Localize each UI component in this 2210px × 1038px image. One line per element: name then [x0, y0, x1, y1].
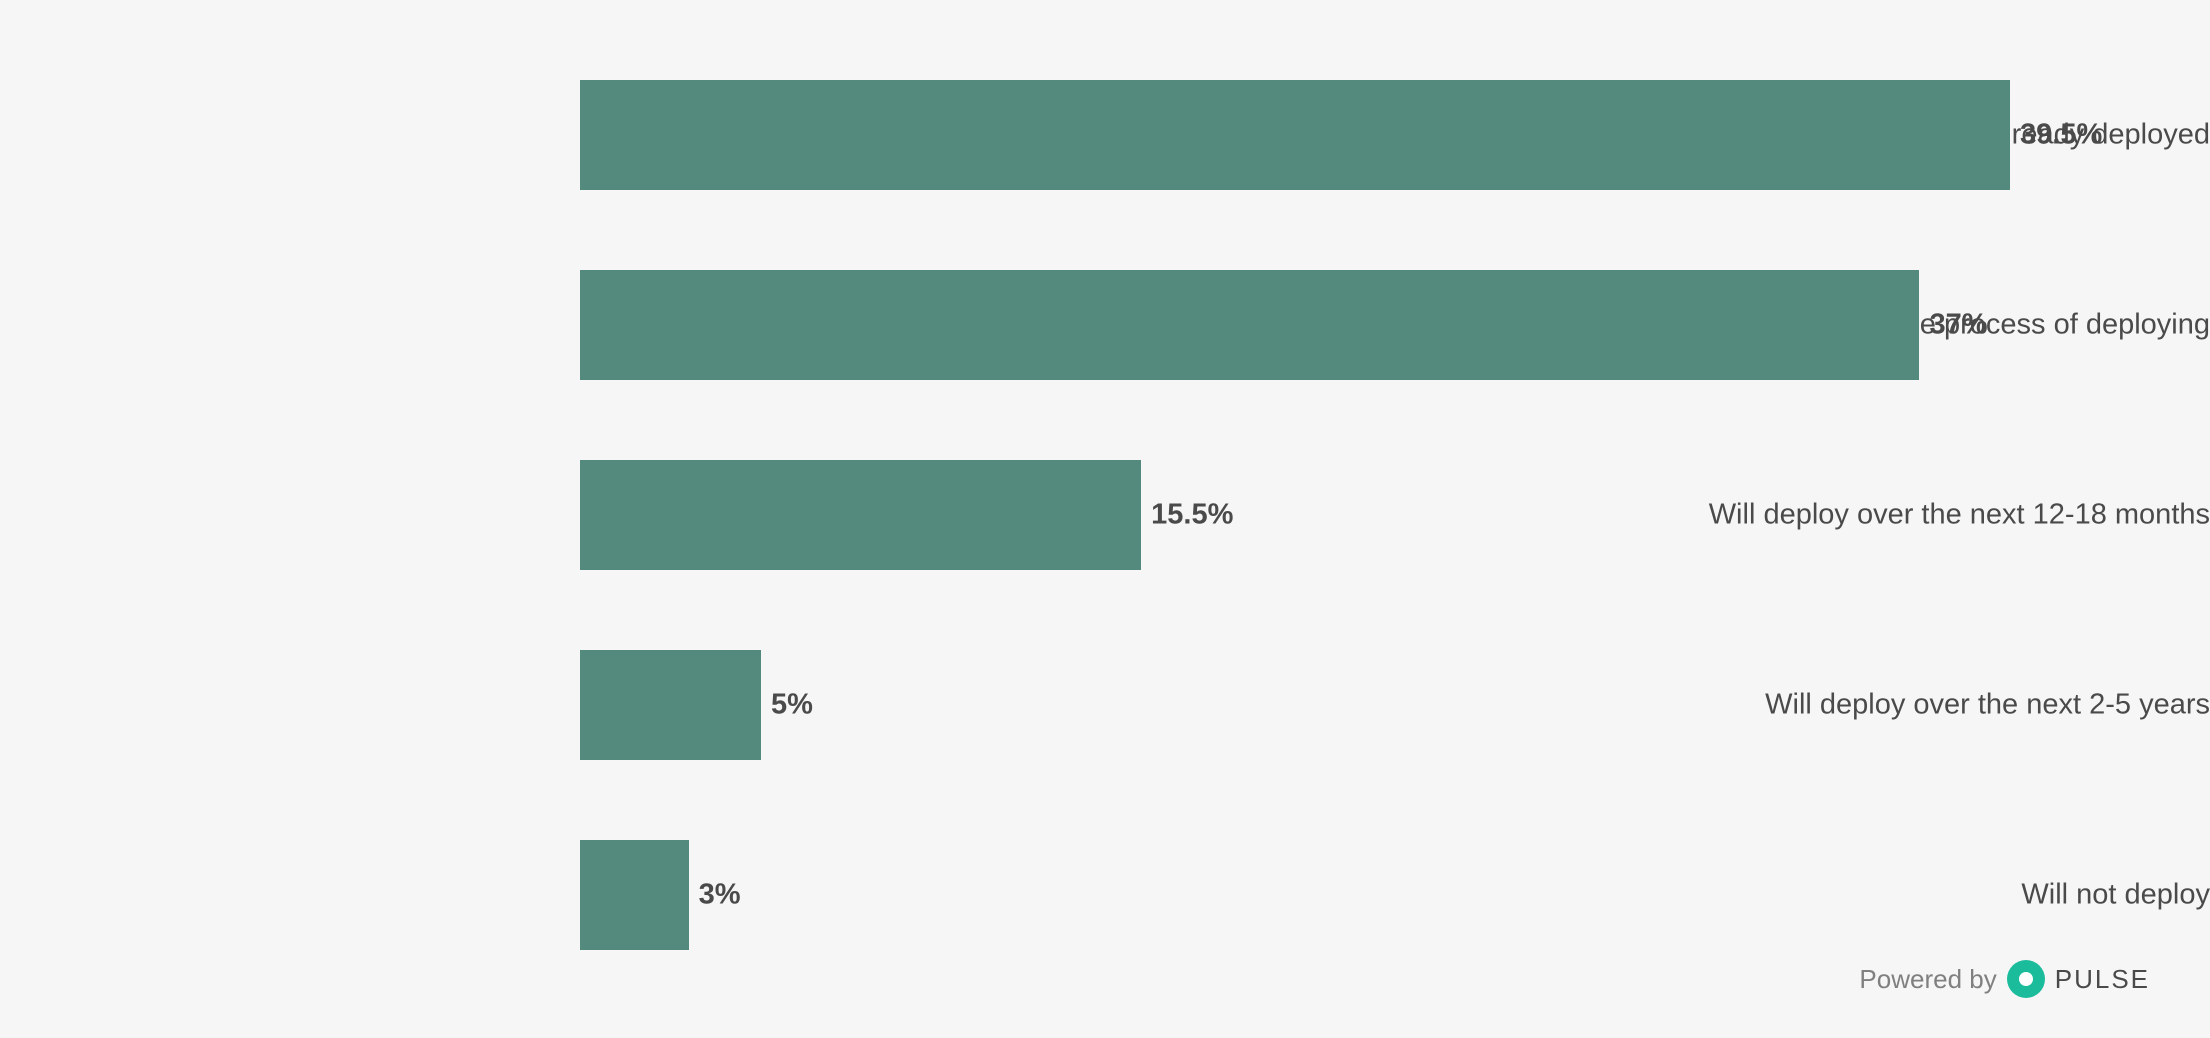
powered-by-label: Powered by: [1859, 964, 1996, 995]
chart-row: Will deploy over the next 2-5 years 5%: [0, 650, 2210, 760]
value-label: 39.5%: [2020, 119, 2102, 152]
value-label: 37%: [1929, 309, 1987, 342]
bar: [580, 80, 2010, 190]
category-label: Will deploy over the next 12-18 months: [1650, 499, 2210, 532]
value-label: 3%: [699, 879, 741, 912]
bar: [580, 650, 761, 760]
pulse-logo-icon: [2007, 960, 2045, 998]
value-label: 5%: [771, 689, 813, 722]
category-label: Will not deploy: [1650, 879, 2210, 912]
pulse-logo-inner: [2019, 972, 2033, 986]
bar: [580, 460, 1141, 570]
chart-row: Already deployed39.5%: [0, 80, 2210, 190]
value-label: 15.5%: [1151, 499, 1233, 532]
brand-label: PULSE: [2055, 964, 2150, 995]
chart-canvas: Already deployed39.5% In the process of d…: [0, 0, 2210, 1038]
category-label: Will deploy over the next 2-5 years: [1650, 689, 2210, 722]
chart-row: In the process of deploying37%: [0, 270, 2210, 380]
bar: [580, 840, 689, 950]
bar: [580, 270, 1919, 380]
footer: Powered by PULSE: [1859, 960, 2150, 998]
chart-row: Will not deploy 3%: [0, 840, 2210, 950]
chart-row: Will deploy over the next 12-18 months 15…: [0, 460, 2210, 570]
